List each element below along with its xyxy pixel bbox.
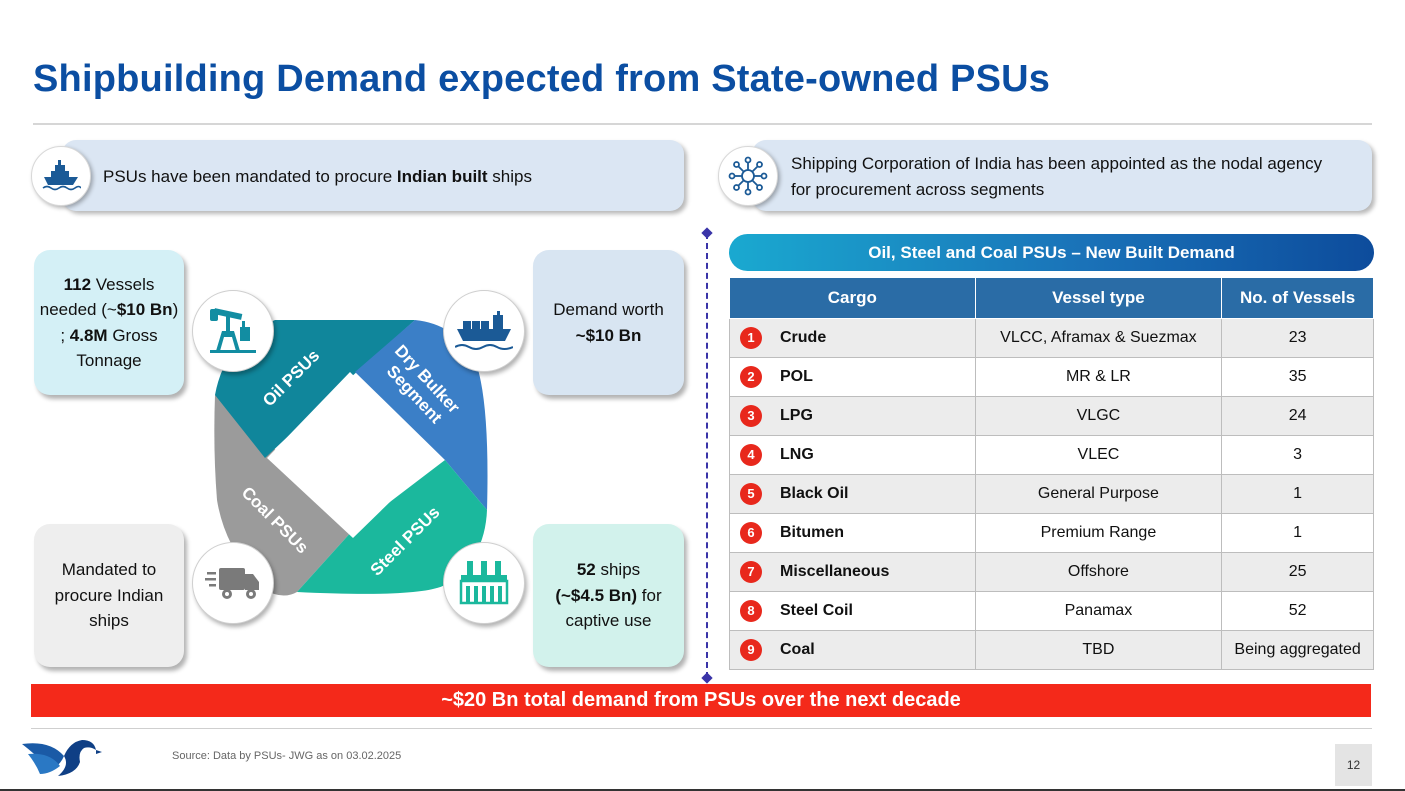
- vessel-count-cell: 35: [1221, 357, 1374, 397]
- cargo-cell: 5 Black Oil: [729, 474, 976, 514]
- table-row: 5 Black Oil General Purpose 1: [729, 474, 1374, 514]
- vessel-type-cell: VLGC: [974, 396, 1223, 436]
- vessel-count-cell: Being aggregated: [1221, 630, 1374, 670]
- row-number-badge: 9: [740, 639, 762, 661]
- divider-marker-bottom: [701, 672, 713, 684]
- table-row: 3 LPG VLGC 24: [729, 396, 1374, 436]
- row-number-badge: 6: [740, 522, 762, 544]
- truck-icon: [192, 542, 274, 624]
- vessel-type-cell: VLCC, Aframax & Suezmax: [974, 318, 1223, 358]
- ship-icon: [31, 146, 91, 206]
- footer-divider: [31, 728, 1372, 729]
- row-number-badge: 3: [740, 405, 762, 427]
- cargo-cell: 6 Bitumen: [729, 513, 976, 553]
- nodal-agency-text: Shipping Corporation of India has been a…: [791, 154, 1323, 199]
- table-row: 8 Steel Coil Panamax 52: [729, 591, 1374, 631]
- table-row: 2 POL MR & LR 35: [729, 357, 1374, 397]
- vessel-count-cell: 23: [1221, 318, 1374, 358]
- segment-dry: [355, 320, 488, 510]
- cargo-cell: 1 Crude: [729, 318, 976, 358]
- coal-info-box: Mandated to procure Indian ships: [34, 524, 184, 667]
- footer-line: [0, 789, 1405, 791]
- cargo-ship-icon: [443, 290, 525, 372]
- factory-icon: [443, 542, 525, 624]
- oil-pump-icon: [192, 290, 274, 372]
- table-row: 6 Bitumen Premium Range 1: [729, 513, 1374, 553]
- title-divider: [33, 123, 1372, 125]
- cargo-cell: 3 LPG: [729, 396, 976, 436]
- table-header-row: Cargo Vessel type No. of Vessels: [729, 277, 1374, 319]
- vessel-type-cell: Panamax: [974, 591, 1223, 631]
- total-demand-banner: ~$20 Bn total demand from PSUs over the …: [31, 684, 1371, 717]
- steel-info-box: 52 ships (~$4.5 Bn) for captive use: [533, 524, 684, 667]
- dry-bulker-info-box: Demand worth ~$10 Bn: [533, 250, 684, 395]
- table-row: 9 Coal TBD Being aggregated: [729, 630, 1374, 670]
- swan-logo-icon: [22, 740, 102, 776]
- row-number-badge: 1: [740, 327, 762, 349]
- source-note: Source: Data by PSUs- JWG as on 03.02.20…: [172, 750, 402, 762]
- row-number-badge: 5: [740, 483, 762, 505]
- nodal-agency-banner: [752, 140, 1372, 211]
- oil-info-box: 112 Vessels needed (~$10 Bn) ; 4.8M Gros…: [34, 250, 184, 395]
- mandate-banner: [62, 140, 684, 211]
- column-header: No. of Vessels: [1221, 277, 1374, 319]
- vessel-count-cell: 52: [1221, 591, 1374, 631]
- segment-steel: [297, 460, 487, 594]
- table-row: 4 LNG VLEC 3: [729, 435, 1374, 475]
- page-title: Shipbuilding Demand expected from State-…: [33, 58, 1051, 100]
- table-row: 7 Miscellaneous Offshore 25: [729, 552, 1374, 592]
- row-number-badge: 7: [740, 561, 762, 583]
- cargo-cell: 2 POL: [729, 357, 976, 397]
- cargo-cell: 9 Coal: [729, 630, 976, 670]
- vessel-type-cell: TBD: [974, 630, 1223, 670]
- row-number-badge: 2: [740, 366, 762, 388]
- network-icon: [718, 146, 778, 206]
- column-header: Vessel type: [974, 277, 1223, 319]
- center-square: [267, 372, 435, 538]
- vessel-count-cell: 1: [1221, 513, 1374, 553]
- row-number-badge: 8: [740, 600, 762, 622]
- table-title: Oil, Steel and Coal PSUs – New Built Dem…: [729, 234, 1374, 271]
- row-number-badge: 4: [740, 444, 762, 466]
- cargo-cell: 8 Steel Coil: [729, 591, 976, 631]
- vessel-type-cell: Offshore: [974, 552, 1223, 592]
- vessel-type-cell: Premium Range: [974, 513, 1223, 553]
- divider-marker-top: [701, 227, 713, 239]
- vessel-type-cell: General Purpose: [974, 474, 1223, 514]
- cargo-cell: 7 Miscellaneous: [729, 552, 976, 592]
- table-row: 1 Crude VLCC, Aframax & Suezmax 23: [729, 318, 1374, 358]
- vessel-count-cell: 1: [1221, 474, 1374, 514]
- vessel-type-cell: MR & LR: [974, 357, 1223, 397]
- vessel-count-cell: 3: [1221, 435, 1374, 475]
- cargo-cell: 4 LNG: [729, 435, 976, 475]
- column-header: Cargo: [729, 277, 976, 319]
- section-divider: [706, 233, 708, 678]
- vessel-type-cell: VLEC: [974, 435, 1223, 475]
- mandate-banner-text: PSUs have been mandated to procure India…: [103, 167, 532, 186]
- vessel-count-cell: 25: [1221, 552, 1374, 592]
- demand-table: Cargo Vessel type No. of Vessels 1 Crude …: [729, 277, 1374, 670]
- page-number: 12: [1335, 744, 1372, 786]
- vessel-count-cell: 24: [1221, 396, 1374, 436]
